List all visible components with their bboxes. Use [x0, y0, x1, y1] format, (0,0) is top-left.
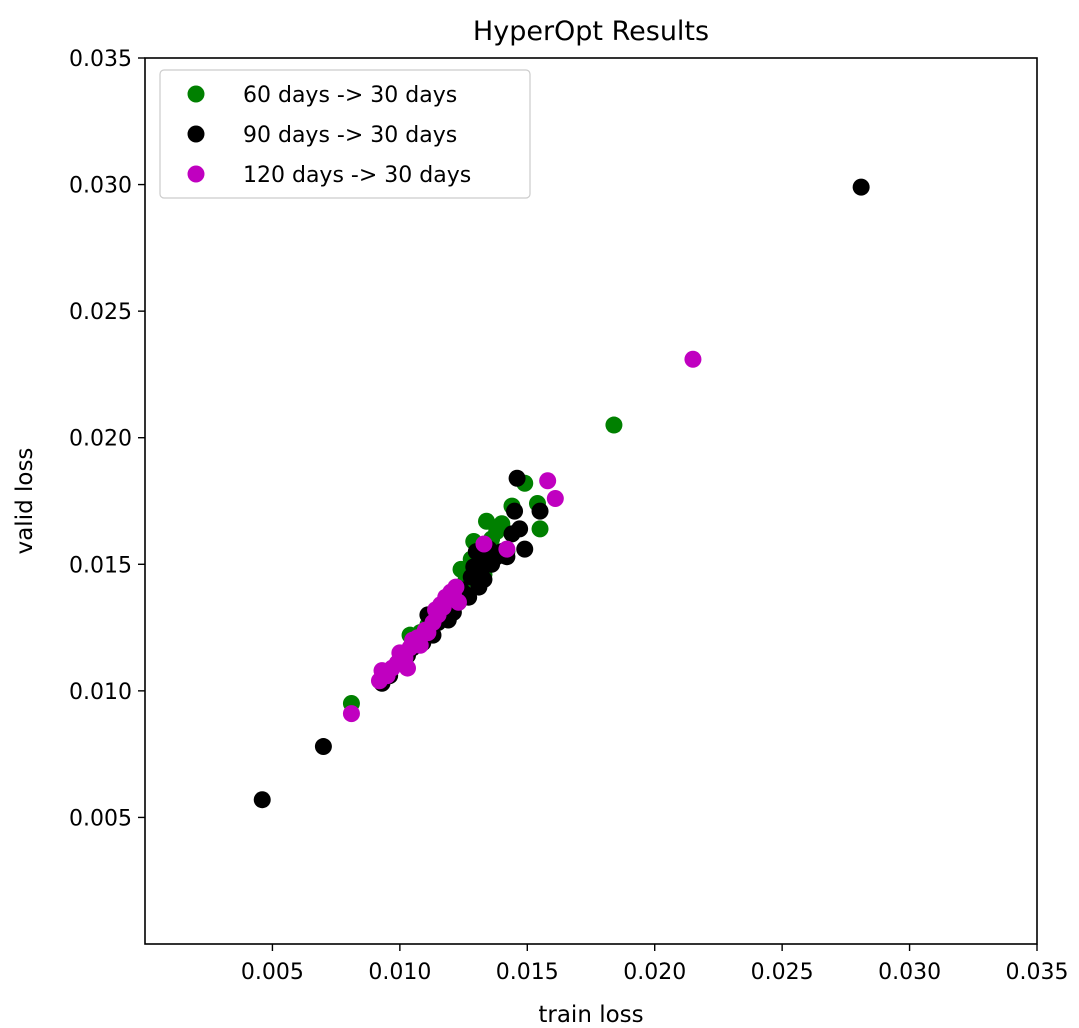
- chart-title: HyperOpt Results: [473, 16, 709, 47]
- x-tick-label: 0.015: [496, 960, 559, 985]
- data-point: [506, 502, 524, 520]
- x-axis-ticks: 0.005 0.010 0.015 0.020 0.025 0.030 0.035: [241, 944, 1069, 985]
- data-point: [531, 520, 549, 538]
- y-tick-label: 0.025: [69, 300, 132, 325]
- x-axis-label: train loss: [538, 1002, 643, 1028]
- x-tick-label: 0.020: [623, 960, 686, 985]
- data-point: [498, 540, 516, 558]
- data-point: [253, 791, 271, 809]
- y-tick-label: 0.020: [69, 427, 132, 452]
- data-point: [684, 350, 702, 368]
- legend-marker: [187, 85, 205, 103]
- legend-box: [159, 69, 531, 199]
- x-tick-label: 0.030: [878, 960, 941, 985]
- x-tick-label: 0.025: [751, 960, 814, 985]
- y-tick-label: 0.035: [69, 47, 132, 72]
- data-point: [399, 659, 417, 677]
- data-point: [314, 738, 332, 756]
- x-tick-label: 0.010: [368, 960, 431, 985]
- plot-area-frame: [144, 57, 1038, 945]
- y-axis-label: valid loss: [12, 448, 38, 555]
- x-tick-label: 0.035: [1006, 960, 1069, 985]
- data-point: [531, 502, 549, 520]
- data-point: [605, 416, 623, 434]
- y-tick-label: 0.005: [69, 806, 132, 831]
- legend-label: 60 days -> 30 days: [243, 83, 457, 108]
- legend-item: 60 days -> 30 days: [187, 83, 457, 108]
- y-tick-label: 0.030: [69, 174, 132, 199]
- data-point: [411, 636, 429, 654]
- series-points: [342, 350, 702, 723]
- data-point: [342, 705, 360, 723]
- legend-item: 90 days -> 30 days: [187, 123, 457, 148]
- legend-marker: [187, 165, 205, 183]
- data-point: [539, 472, 557, 490]
- data-point: [508, 469, 526, 487]
- legend-label: 120 days -> 30 days: [243, 163, 471, 188]
- data-point: [475, 570, 493, 588]
- data-point: [546, 489, 564, 507]
- legend-item: 120 days -> 30 days: [187, 163, 471, 188]
- legend-label: 90 days -> 30 days: [243, 123, 457, 148]
- legend-marker: [187, 125, 205, 143]
- data-points: [253, 178, 870, 809]
- legend: 60 days -> 30 days 90 days -> 30 days 120 …: [159, 69, 531, 199]
- data-point: [447, 578, 465, 596]
- y-tick-label: 0.015: [69, 553, 132, 578]
- y-tick-label: 0.010: [69, 680, 132, 705]
- data-point: [511, 520, 529, 538]
- data-point: [852, 178, 870, 196]
- data-point: [449, 593, 467, 611]
- data-point: [516, 540, 534, 558]
- data-point: [475, 535, 493, 553]
- x-tick-label: 0.005: [241, 960, 304, 985]
- y-axis-ticks: 0.005 0.010 0.015 0.020 0.025 0.030 0.035: [69, 47, 145, 831]
